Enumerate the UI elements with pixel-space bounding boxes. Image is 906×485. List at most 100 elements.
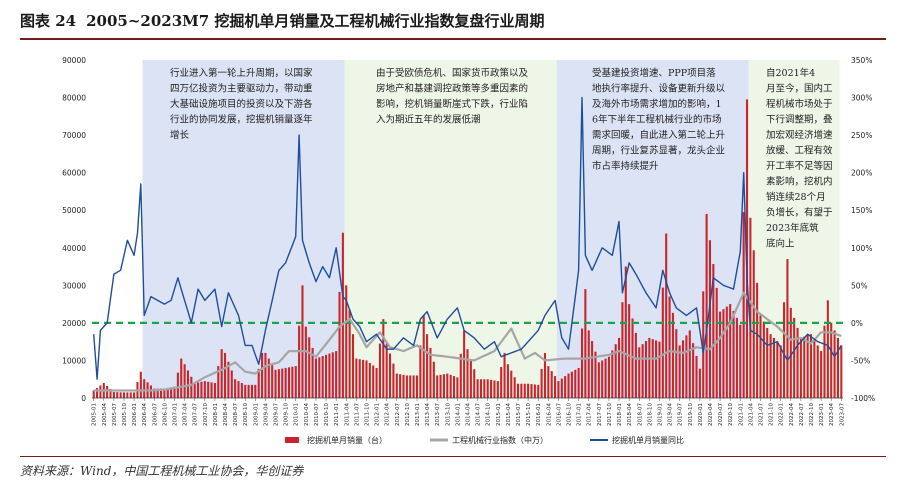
x-tick-label: 2023-07 — [839, 403, 845, 426]
x-tick-label: 2014-07 — [476, 403, 482, 426]
x-tick-label: 2008-07 — [233, 403, 239, 426]
sales-bar — [567, 373, 570, 398]
index-line-path — [93, 291, 842, 392]
sales-bar — [338, 291, 341, 398]
sales-bar — [294, 366, 297, 398]
sales-bar — [799, 337, 802, 398]
x-tick-label: 2006-04 — [142, 403, 148, 426]
sales-bar — [584, 289, 587, 398]
annotation-line: 行业进入第一轮上升周期，以国家 — [170, 67, 313, 79]
sales-bar — [644, 341, 648, 398]
sales-bar — [543, 352, 547, 398]
sales-bar — [385, 343, 388, 398]
sales-bar — [230, 370, 233, 398]
sales-bar — [809, 334, 813, 398]
sales-bar — [399, 374, 402, 398]
sales-bar — [274, 369, 277, 398]
sales-bar — [574, 369, 577, 398]
annotation-line: 2023年底筑 — [766, 222, 819, 234]
sales-bar — [166, 387, 169, 398]
sales-bar — [442, 374, 445, 398]
sales-bar — [725, 306, 728, 398]
sales-bar — [368, 362, 371, 398]
annotation-line: 由于受欧债危机、国家货币政策以及 — [376, 67, 529, 79]
annotation-line: 行业的协同发展，挖掘机销量逐年 — [170, 114, 313, 126]
sales-bar — [742, 212, 745, 398]
sales-bar — [126, 392, 129, 398]
x-tick-label: 2013-04 — [425, 403, 431, 426]
sales-bar — [422, 315, 425, 398]
sales-bar — [277, 369, 280, 398]
right-tick-label: 300% — [851, 94, 872, 103]
sales-bar — [163, 388, 166, 398]
sales-bar — [469, 359, 472, 398]
sales-bar — [638, 347, 641, 398]
sales-bar — [698, 368, 701, 398]
sales-bar — [459, 353, 462, 398]
sales-bar — [554, 376, 557, 398]
x-tick-label: 2014-10 — [486, 403, 492, 426]
sales-bar — [402, 374, 405, 398]
sales-bar — [614, 344, 617, 398]
sales-bar — [227, 361, 230, 398]
sales-bar — [537, 384, 540, 398]
sales-bar — [170, 387, 173, 398]
x-tick-label: 2008-04 — [223, 403, 229, 426]
x-tick-label: 2010-04 — [304, 403, 310, 426]
sales-bar — [732, 310, 735, 398]
x-tick-label: 2013-01 — [415, 403, 421, 426]
sales-bar — [789, 307, 792, 398]
sales-bar — [217, 366, 220, 398]
x-tick-label: 2019-04 — [668, 403, 674, 426]
annotation-line: 程机械市场处于 — [766, 98, 833, 110]
right-tick-label: 250% — [851, 131, 872, 140]
x-tick-label: 2008-01 — [213, 403, 219, 426]
sales-bar — [523, 383, 526, 398]
sales-bar — [207, 381, 210, 398]
sales-bar — [250, 384, 254, 398]
sales-bar — [362, 359, 365, 398]
sales-bar — [641, 344, 644, 398]
x-tick-label: 2012-01 — [375, 403, 381, 426]
sales-bar — [190, 376, 193, 398]
sales-bar — [304, 326, 307, 398]
x-tick-label: 2009-10 — [284, 403, 290, 426]
annotation-line: 受基建投资增速、PPP项目落 — [592, 67, 716, 79]
sales-bar — [823, 325, 826, 398]
figure-title: 图表 24 2005~2023M7 挖掘机单月销量及工程机械行业指数复盘行业周期 — [20, 6, 886, 38]
sales-bar — [591, 341, 594, 398]
sales-bar — [412, 375, 415, 398]
x-tick-label: 2011-07 — [354, 403, 360, 426]
x-tick-label: 2005-07 — [112, 403, 118, 426]
right-tick-label: -100% — [851, 394, 875, 403]
sales-bar — [223, 352, 227, 398]
x-tick-label: 2007-07 — [193, 403, 199, 426]
sales-bar — [351, 334, 355, 398]
x-tick-label: 2013-10 — [445, 403, 451, 426]
x-tick-label: 2018-04 — [627, 403, 633, 426]
index-line — [93, 291, 842, 392]
sales-bar — [772, 337, 776, 398]
x-tick-label: 2012-10 — [405, 403, 411, 426]
sales-bar — [745, 99, 749, 398]
annotation-line: 市占率持续提升 — [592, 160, 659, 172]
sales-bar — [604, 358, 607, 398]
sales-bar — [372, 365, 375, 398]
sales-bar — [712, 264, 715, 398]
sales-bar — [500, 367, 503, 398]
sales-bar — [490, 379, 493, 398]
legend-label: 挖掘机单月销量（台） — [307, 435, 387, 445]
x-tick-label: 2017-01 — [577, 403, 583, 426]
sales-bar — [594, 351, 597, 398]
sales-bar — [311, 347, 314, 398]
sales-bar — [513, 377, 516, 398]
x-tick-label: 2006-07 — [152, 403, 158, 426]
right-tick-label: 150% — [851, 206, 872, 215]
x-tick-label: 2020-01 — [698, 403, 704, 426]
x-tick-label: 2018-01 — [617, 403, 623, 426]
legend-label: 工程机械行业指数（中万） — [452, 435, 548, 445]
sales-bar — [796, 327, 799, 398]
right-tick-label: 50% — [851, 281, 868, 290]
sales-bar — [156, 388, 159, 398]
sales-bar — [133, 392, 136, 398]
